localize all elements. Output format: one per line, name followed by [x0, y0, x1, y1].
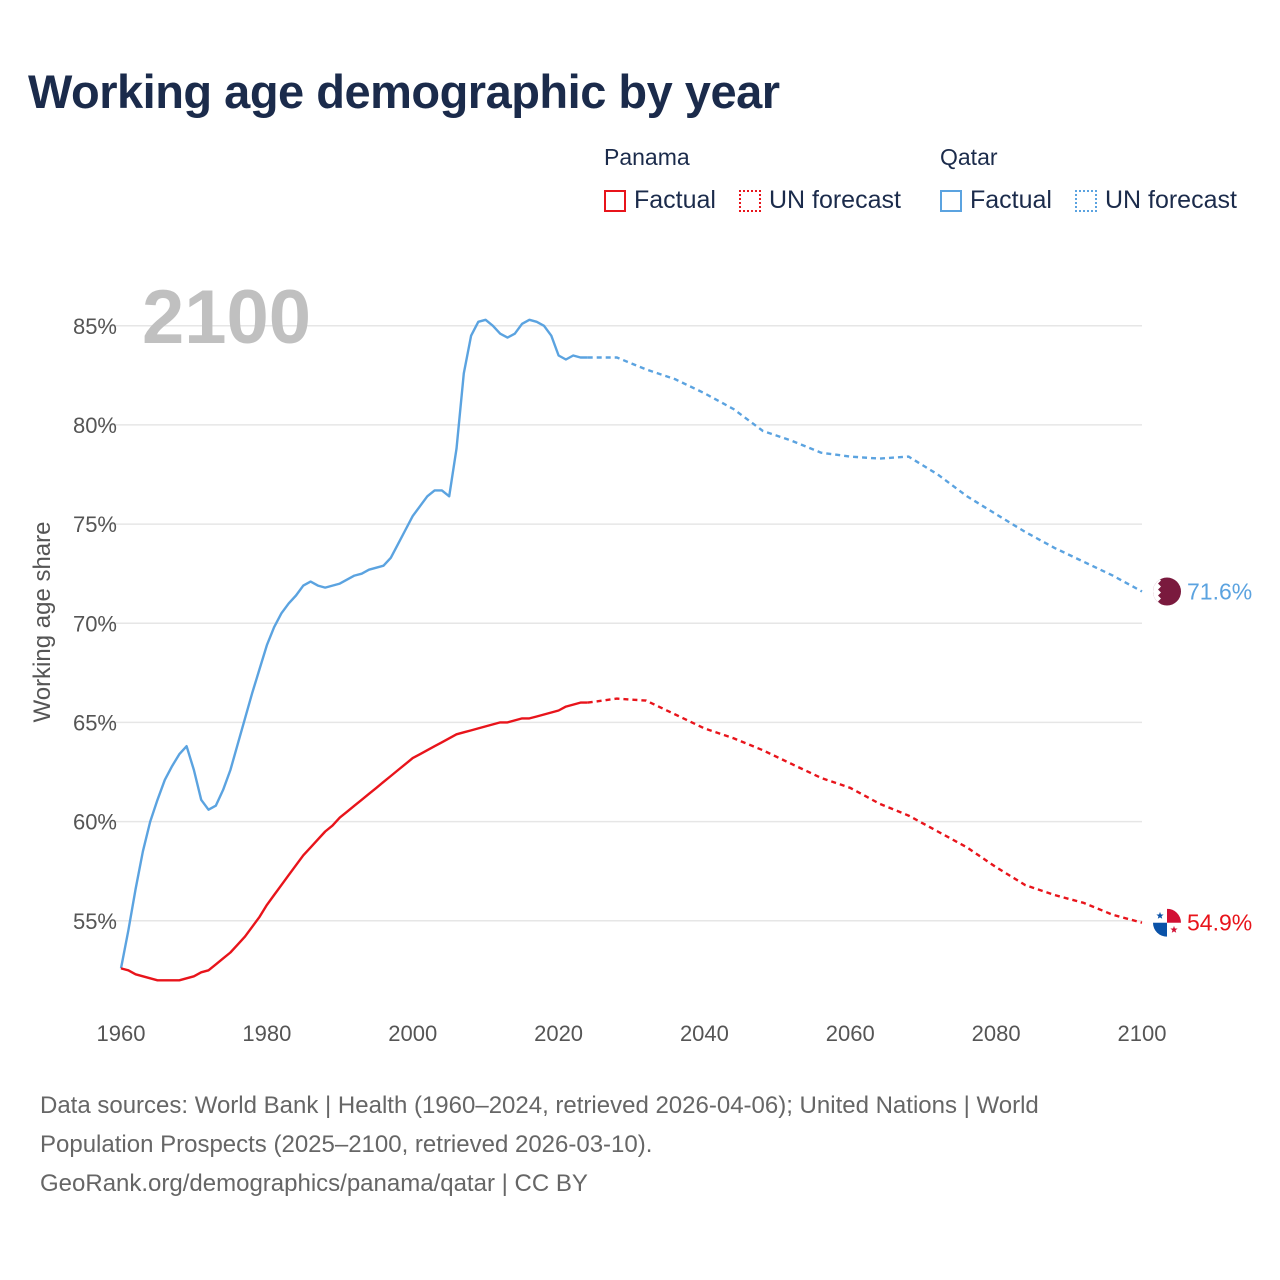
y-tick-label: 70% [73, 611, 117, 636]
qatar-forecast-swatch [1074, 189, 1097, 212]
grid-lines [100, 325, 1142, 922]
x-axis-ticks: 1960 1980 2000 2020 2040 2060 2080 2100 [97, 1021, 1167, 1046]
legend-item-panama-factual[interactable]: Factual [604, 186, 716, 215]
series-lines [119, 318, 1143, 982]
qatar-factual-swatch [940, 189, 962, 212]
x-tick-label: 2080 [972, 1021, 1021, 1046]
qatar-flag-icon [1153, 577, 1181, 606]
x-tick-label: 1980 [242, 1021, 291, 1046]
x-tick-label: 2100 [1118, 1021, 1167, 1046]
y-tick-label: 60% [73, 810, 117, 835]
source-line-2: Population Prospects (2025–2100, retriev… [40, 1131, 653, 1158]
line-chart: 55% 60% 65% 70% 75% 80% 85% 1960 1980 2000 2020 20… [29, 275, 1252, 1046]
legend-item-panama-forecast[interactable]: UN forecast [738, 186, 901, 215]
legend-label: UN forecast [768, 186, 901, 214]
legend-item-qatar-forecast[interactable]: UN forecast [1074, 186, 1237, 215]
qatar-forecast-line[interactable] [587, 356, 1143, 593]
year-label: 2100 [142, 275, 311, 360]
legend-label: Factual [970, 186, 1052, 214]
legend-group-qatar: Qatar Factual UN forecast [940, 144, 1237, 214]
y-tick-label: 85% [73, 314, 117, 339]
legend-group-qatar-label: Qatar [940, 144, 998, 170]
panama-factual-swatch [604, 189, 626, 212]
x-tick-label: 2020 [534, 1021, 583, 1046]
legend-group-panama-label: Panama [604, 144, 690, 170]
x-tick-label: 2060 [826, 1021, 875, 1046]
source-note: Data sources: World Bank | Health (1960–… [40, 1086, 1240, 1203]
x-tick-label: 2040 [680, 1021, 729, 1046]
panama-factual-line[interactable] [120, 701, 588, 982]
y-tick-label: 65% [73, 710, 117, 735]
end-markers: 71.6% 54.9% [1153, 577, 1252, 937]
y-axis-ticks: 55% 60% 65% 70% 75% 80% 85% [73, 314, 117, 934]
y-axis-label: Working age share [29, 522, 56, 723]
legend-group-panama: Panama Factual UN forecast [604, 144, 901, 214]
legend-item-qatar-factual[interactable]: Factual [940, 186, 1052, 215]
panama-end-label: 54.9% [1187, 910, 1252, 936]
y-tick-label: 75% [73, 512, 117, 537]
legend-label: UN forecast [1104, 186, 1237, 214]
chart-title: Working age demographic by year [28, 65, 780, 118]
qatar-factual-line[interactable] [119, 318, 588, 969]
x-tick-label: 2000 [388, 1021, 437, 1046]
legend-label: Factual [634, 186, 716, 214]
source-line-1: Data sources: World Bank | Health (1960–… [40, 1092, 1039, 1119]
panama-forecast-swatch [738, 189, 761, 212]
panama-flag-icon [1153, 908, 1181, 937]
source-line-3[interactable]: GeoRank.org/demographics/panama/qatar | … [40, 1170, 588, 1197]
y-tick-label: 80% [73, 413, 117, 438]
qatar-end-label: 71.6% [1187, 579, 1252, 605]
x-tick-label: 1960 [97, 1021, 146, 1046]
y-tick-label: 55% [73, 909, 117, 934]
panama-forecast-line[interactable] [587, 697, 1143, 924]
